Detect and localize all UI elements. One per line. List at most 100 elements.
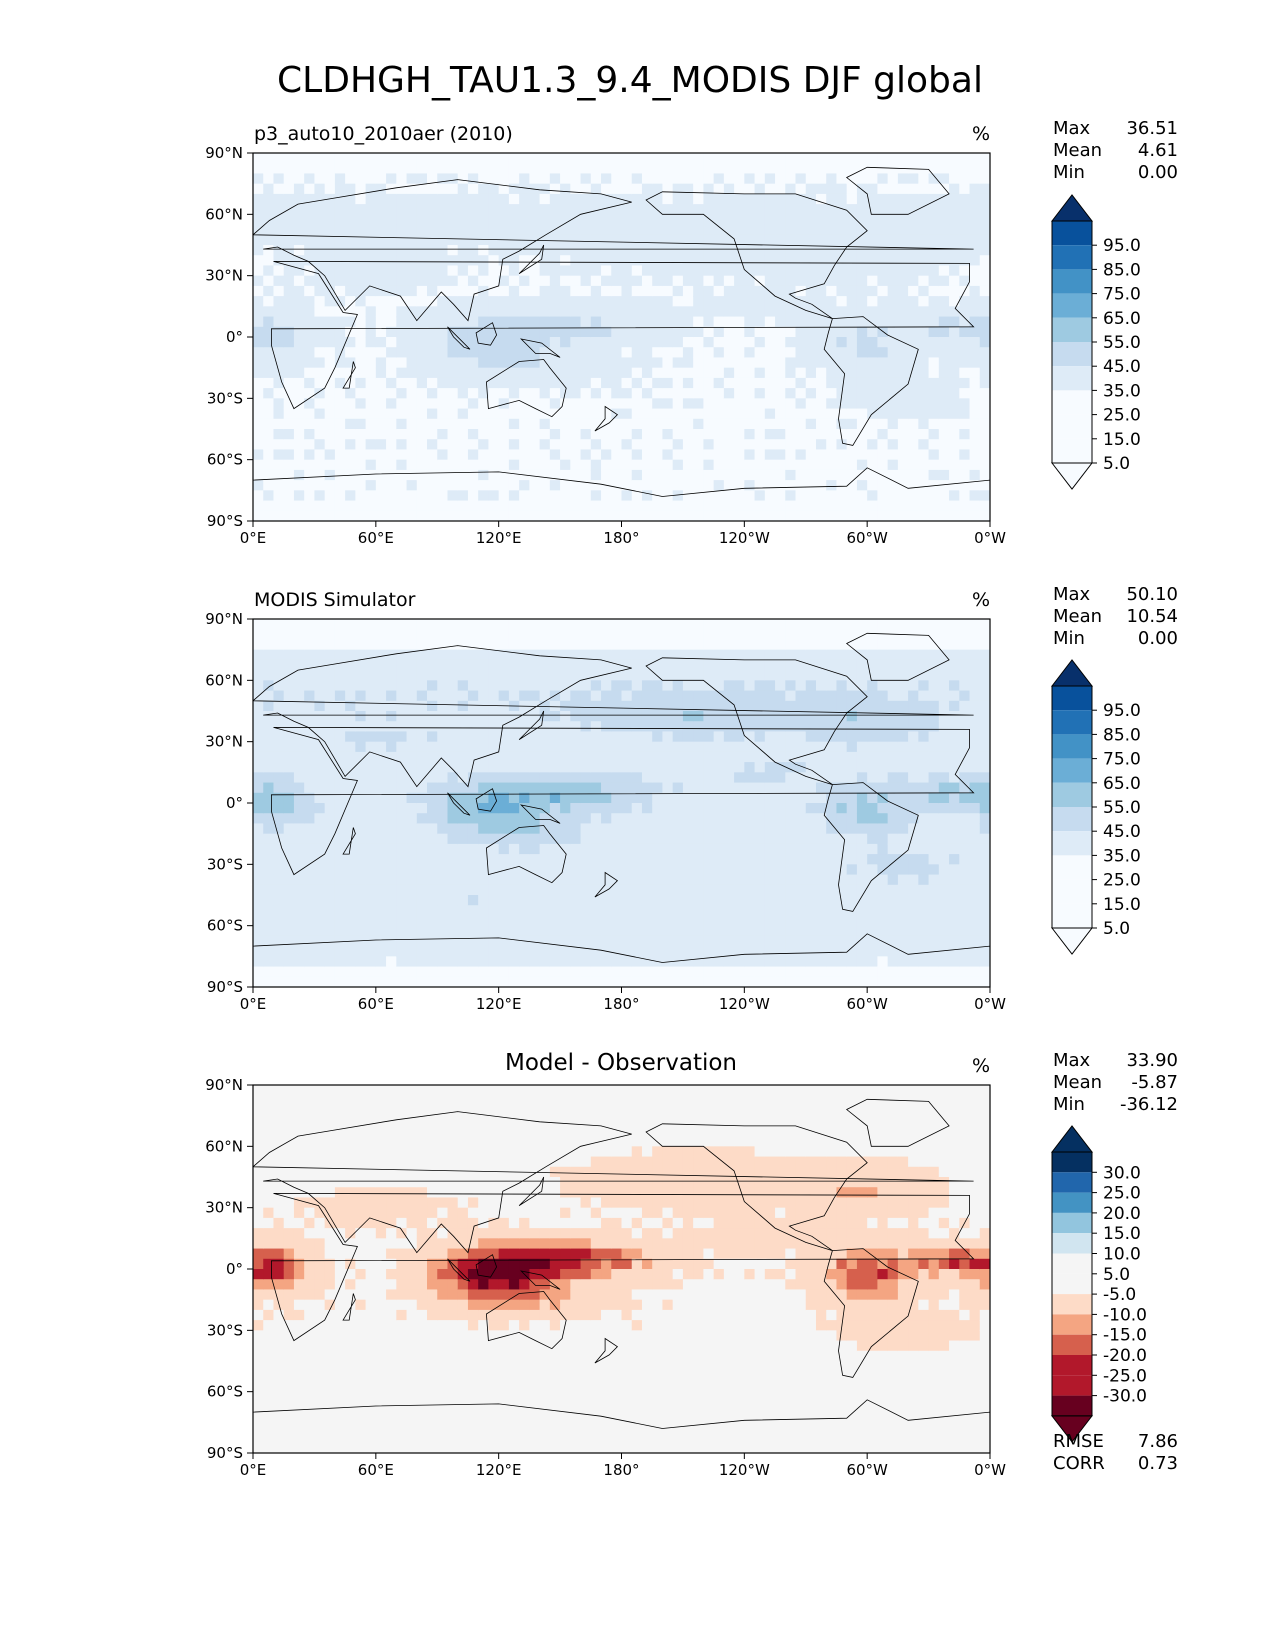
heat-cell xyxy=(590,619,602,630)
heat-cell xyxy=(437,741,449,753)
heat-cell xyxy=(856,459,868,471)
heat-cell xyxy=(764,418,776,430)
heat-cell xyxy=(519,966,530,978)
heat-cell xyxy=(631,803,643,814)
heat-cell xyxy=(457,408,469,420)
heat-cell xyxy=(641,864,653,876)
heat-cell xyxy=(836,306,848,318)
heat-cell xyxy=(590,285,602,297)
heat-cell xyxy=(621,214,633,226)
heat-cell xyxy=(744,741,756,753)
heat-cell xyxy=(457,741,469,753)
heat-cell xyxy=(754,153,766,164)
heat-cell xyxy=(662,173,674,185)
heat-cell xyxy=(969,173,981,185)
heat-cell xyxy=(631,956,643,968)
heat-cell xyxy=(304,751,316,763)
heat-cell xyxy=(416,792,428,804)
heat-cell xyxy=(908,449,919,461)
x-tick-label: 60°E xyxy=(358,529,394,547)
heat-cell xyxy=(867,234,879,246)
heat-cell xyxy=(795,398,807,410)
heat-cell xyxy=(263,864,275,876)
heat-cell xyxy=(652,751,664,763)
heat-cell xyxy=(785,439,797,451)
heat-cell xyxy=(713,193,725,205)
heat-cell xyxy=(693,803,704,814)
heat-cell xyxy=(457,782,469,794)
heat-cell xyxy=(928,306,940,318)
heat-cell xyxy=(703,833,715,845)
heat-cell xyxy=(641,449,653,461)
heat-cell xyxy=(447,500,459,512)
heat-cell xyxy=(672,347,684,359)
heat-cell xyxy=(263,854,275,865)
heat-cell xyxy=(815,510,827,521)
heat-cell xyxy=(396,153,408,164)
heat-cell xyxy=(519,731,530,743)
heat-cell xyxy=(867,935,879,947)
heat-cell xyxy=(918,306,930,318)
heat-cell xyxy=(672,925,684,937)
heat-cell xyxy=(693,690,704,702)
heat-cell xyxy=(283,659,295,671)
heat-cell xyxy=(662,895,674,906)
heat-cell xyxy=(355,659,367,671)
heat-cell xyxy=(355,895,367,906)
heat-cell xyxy=(908,469,919,481)
heat-cell xyxy=(365,480,377,491)
heat-cell xyxy=(652,500,664,512)
heat-cell xyxy=(918,510,930,521)
heat-cell xyxy=(345,204,356,215)
heat-cell xyxy=(877,439,889,451)
heat-cell xyxy=(345,946,356,957)
heat-cell xyxy=(345,510,356,521)
heat-cell xyxy=(365,285,377,297)
heat-cell xyxy=(938,234,950,246)
heat-cell xyxy=(611,884,623,896)
heat-cell xyxy=(437,469,449,481)
heat-cell xyxy=(467,388,479,399)
heat-cell xyxy=(672,619,684,630)
heat-cell xyxy=(529,976,541,987)
heat-cell xyxy=(478,619,490,630)
heat-cell xyxy=(611,946,623,957)
heat-cell xyxy=(662,629,674,641)
heat-cell xyxy=(887,772,899,784)
heat-cell xyxy=(447,946,459,957)
heat-cell xyxy=(703,377,715,389)
heat-cell xyxy=(693,388,704,399)
heat-cell xyxy=(764,459,776,471)
heat-cell xyxy=(867,153,879,164)
heat-cell xyxy=(365,367,377,379)
heat-cell xyxy=(447,316,459,328)
heat-cell xyxy=(877,163,889,175)
heat-cell xyxy=(785,245,797,256)
heat-cell xyxy=(560,459,571,471)
heat-cell xyxy=(744,214,756,226)
heat-cell xyxy=(703,843,715,855)
heat-cell xyxy=(764,285,776,297)
heat-cell xyxy=(641,823,653,835)
heat-cell xyxy=(283,721,295,733)
heat-cell xyxy=(560,183,571,195)
heat-cell xyxy=(263,843,275,855)
heat-cell xyxy=(693,823,704,835)
heat-cell xyxy=(488,306,500,318)
heat-cell xyxy=(457,265,469,277)
coastline-antarctica xyxy=(253,467,990,521)
heat-cell xyxy=(631,854,643,865)
heat-cell xyxy=(846,823,858,835)
heat-cell xyxy=(662,884,674,896)
heat-cell xyxy=(253,700,264,712)
heat-cell xyxy=(734,864,745,876)
heat-cell xyxy=(846,204,858,215)
heat-cell xyxy=(375,418,387,430)
heat-cell xyxy=(723,956,735,968)
heat-cell xyxy=(508,639,520,651)
heat-cell xyxy=(897,377,909,389)
heat-cell xyxy=(570,792,582,804)
heat-cell xyxy=(641,731,653,743)
heat-cell xyxy=(570,418,582,430)
heat-cell xyxy=(877,214,889,226)
